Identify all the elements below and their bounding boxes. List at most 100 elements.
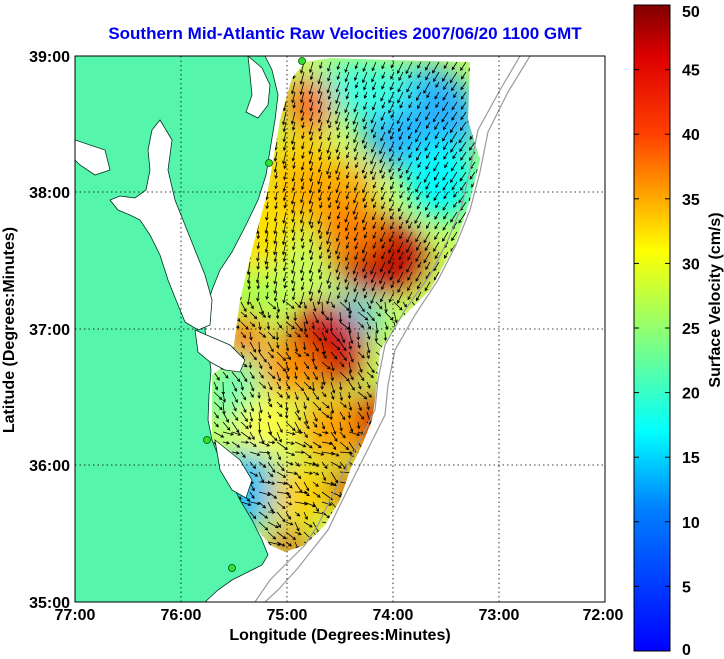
current-vector [249, 431, 255, 441]
current-vector [312, 421, 318, 428]
current-vector [330, 381, 336, 394]
current-vector [449, 121, 458, 134]
current-vector [326, 271, 332, 285]
current-vector [274, 171, 278, 180]
current-vector [363, 271, 368, 279]
current-vector [416, 91, 422, 102]
current-vector [339, 401, 347, 408]
current-vector [291, 261, 296, 275]
current-vector [321, 401, 330, 409]
current-vector [265, 261, 269, 271]
current-vector [273, 251, 278, 263]
current-vector [363, 81, 368, 91]
current-vector [381, 61, 386, 70]
current-vector [303, 481, 310, 492]
current-vector [309, 91, 314, 103]
current-vector [290, 191, 296, 205]
current-vector [451, 81, 458, 92]
current-vector [318, 131, 323, 141]
current-vector [366, 391, 372, 398]
current-vector [357, 341, 361, 349]
current-vector [442, 171, 449, 181]
current-vector [442, 231, 449, 242]
current-vector [344, 211, 350, 223]
current-vector [321, 331, 327, 342]
current-vector [366, 341, 371, 354]
current-vector [355, 161, 359, 169]
current-vector [330, 331, 341, 342]
current-vector [267, 311, 271, 319]
current-vector [381, 241, 386, 249]
current-vector [240, 431, 252, 440]
current-vector [312, 501, 319, 513]
current-vector [231, 441, 241, 448]
current-vector [275, 311, 280, 320]
current-vector [434, 91, 440, 100]
current-vector [339, 371, 350, 382]
current-vector [274, 191, 278, 201]
current-vector [388, 91, 395, 104]
current-vector [258, 361, 263, 370]
current-vector [321, 371, 326, 386]
current-vector [267, 471, 274, 478]
current-vector [317, 81, 323, 95]
current-vector [337, 131, 341, 139]
current-vector [345, 131, 350, 140]
current-vector [348, 361, 353, 374]
current-vector [330, 341, 341, 351]
current-vector [372, 241, 377, 250]
current-vector [291, 181, 296, 192]
current-vector [285, 361, 290, 372]
current-vector [354, 61, 359, 70]
current-vector [249, 501, 261, 506]
current-vector [309, 161, 314, 172]
current-vector [415, 141, 422, 152]
current-vector [321, 461, 328, 469]
x-tick-label: 76:00 [161, 607, 202, 624]
current-vector [265, 271, 269, 280]
current-vector [294, 531, 302, 536]
current-vector [240, 301, 247, 313]
current-vector [327, 181, 332, 190]
current-vector [258, 511, 269, 519]
current-vector [258, 491, 271, 497]
current-vector [312, 441, 322, 448]
current-vector [390, 211, 395, 220]
current-vector [443, 141, 449, 151]
current-vector [258, 311, 267, 318]
current-vector [276, 531, 287, 540]
current-vector [380, 91, 386, 102]
current-vector [299, 201, 305, 215]
current-vector [399, 191, 404, 199]
colorbar-tick-label: 50 [682, 4, 700, 21]
current-vector [416, 281, 422, 290]
current-vector [309, 131, 314, 142]
current-vector [282, 101, 287, 112]
current-vector [294, 351, 302, 358]
current-vector [317, 101, 323, 114]
current-vector [357, 301, 365, 313]
current-vector [398, 161, 404, 172]
current-vector [294, 521, 300, 532]
current-vector [249, 461, 257, 470]
current-vector [443, 211, 449, 220]
current-vector [249, 491, 255, 499]
current-vector [415, 111, 422, 123]
current-vector [222, 440, 230, 445]
current-vector [222, 391, 226, 403]
current-vector [267, 301, 277, 310]
current-vector [366, 331, 371, 340]
current-vector [415, 231, 422, 243]
current-vector [407, 251, 413, 261]
current-vector [258, 411, 262, 423]
current-vector [442, 121, 449, 131]
current-vector [258, 301, 265, 315]
current-vector [390, 221, 395, 230]
current-vector [222, 411, 229, 423]
current-vector [300, 101, 305, 114]
current-vector [399, 101, 404, 109]
current-vector [362, 251, 368, 263]
current-vector [258, 401, 263, 414]
current-vector [435, 201, 440, 209]
current-vector [375, 321, 379, 334]
